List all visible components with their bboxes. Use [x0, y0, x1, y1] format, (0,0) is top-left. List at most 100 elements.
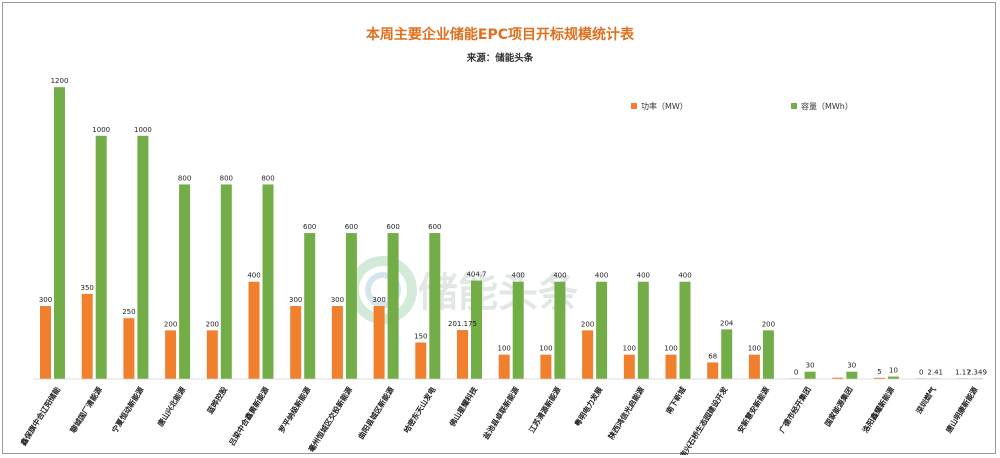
value-label-capacity-1: 1000: [92, 126, 110, 134]
bar-capacity-4: [220, 184, 232, 379]
value-label-capacity-16: 204: [720, 319, 734, 327]
value-label-capacity-20: 10: [889, 367, 898, 375]
bar-capacity-17: [762, 330, 774, 379]
value-label-power-5: 400: [247, 272, 260, 280]
value-label-capacity-11: 400: [512, 272, 525, 280]
bar-chart: 本周主要企业储能EPC项目开标规模统计表 来源：储能头条 储能头条 300120…: [17, 26, 987, 455]
bar-capacity-16: [721, 329, 733, 379]
bar-capacity-19: [846, 371, 858, 379]
category-label-18: 广德市经开集团: [776, 384, 813, 434]
bar-power-13: [582, 330, 594, 379]
bar-capacity-5: [262, 184, 274, 379]
value-label-capacity-15: 400: [678, 272, 691, 280]
category-label-5: 吕梁中合鑫黄新能源: [226, 384, 271, 447]
value-label-power-4: 200: [206, 320, 219, 328]
bar-power-2: [123, 318, 135, 379]
bar-power-0: [40, 306, 51, 379]
value-label-power-12: 100: [539, 345, 552, 353]
bar-capacity-2: [137, 135, 149, 379]
category-label-1: 聊城国厂清能源: [68, 384, 105, 434]
bar-power-6: [290, 306, 302, 379]
bar-capacity-8: [387, 233, 399, 379]
legend-label-capacity: 容量（MWh）: [801, 101, 853, 111]
value-label-capacity-8: 600: [386, 223, 399, 231]
bar-power-17: [748, 354, 760, 379]
category-label-12: 江苏清源新能源: [526, 384, 563, 434]
legend-item-capacity: 容量（MWh）: [791, 101, 853, 111]
bar-capacity-15: [679, 281, 691, 379]
value-label-capacity-12: 400: [553, 272, 566, 280]
category-label-3: 唐山兴北能源: [155, 384, 188, 428]
category-label-10: 佛山星耀科技: [446, 384, 479, 429]
bar-power-1: [81, 293, 93, 379]
value-label-capacity-17: 200: [762, 320, 775, 328]
category-label-21: 深圳燃气: [914, 384, 939, 415]
category-label-2: 宁夏恒动新能源: [109, 384, 146, 434]
category-label-11: 盐池县卓联新能源: [481, 384, 522, 441]
value-label-power-6: 300: [289, 296, 302, 304]
bar-power-12: [540, 354, 552, 379]
bar-power-8: [373, 306, 385, 379]
value-label-power-10: 201.175: [448, 320, 477, 328]
chart-subtitle: 来源：储能头条: [466, 52, 534, 64]
bar-power-4: [206, 330, 218, 379]
legend-label-power: 功率（MW）: [641, 101, 688, 111]
value-label-power-8: 300: [372, 296, 385, 304]
value-label-capacity-3: 800: [178, 174, 191, 182]
value-label-power-18: 0: [794, 368, 798, 376]
bar-labels: 3001200350100025010002008002008004008003…: [39, 77, 987, 376]
chart-title: 本周主要企业储能EPC项目开标规模统计表: [366, 26, 635, 43]
legend-swatch-capacity: [791, 103, 797, 109]
value-label-capacity-9: 600: [428, 223, 441, 231]
category-label-15: 南下新城: [663, 384, 688, 415]
bar-capacity-10: [471, 280, 482, 379]
bar-power-19: [832, 377, 844, 379]
value-label-power-15: 100: [664, 345, 677, 353]
category-label-9: 哈密东天山发电: [401, 384, 438, 434]
value-label-capacity-18: 30: [806, 362, 815, 370]
category-label-8: 曲阳县城区新能源: [356, 384, 397, 441]
bar-capacity-7: [345, 233, 357, 379]
bar-power-5: [248, 281, 260, 379]
value-label-capacity-13: 400: [595, 272, 608, 280]
category-label-7: 毫州恒城区交投新能源: [306, 384, 354, 453]
bar-capacity-3: [179, 184, 191, 379]
bar-capacity-9: [429, 233, 441, 379]
bar-capacity-18: [804, 371, 816, 379]
category-label-14: 陕西鸿信光启能源: [606, 384, 647, 441]
legend: 功率（MW） 容量（MWh）: [631, 101, 853, 111]
category-label-22: 唐山明康新能源: [943, 384, 980, 434]
category-label-19: 国家能源集团: [822, 384, 855, 428]
bar-power-20: [874, 377, 885, 379]
bar-capacity-6: [304, 233, 316, 379]
value-label-power-13: 200: [581, 320, 594, 328]
value-label-power-21: 0: [919, 368, 923, 376]
legend-item-power: 功率（MW）: [631, 101, 688, 111]
value-label-capacity-19: 30: [847, 362, 856, 370]
bar-power-14: [623, 354, 635, 379]
bar-capacity-12: [554, 281, 566, 379]
category-label-16: 南兴石桥生态园建设开发: [677, 384, 729, 455]
value-label-power-17: 100: [748, 345, 761, 353]
bar-capacity-14: [637, 281, 649, 379]
bar-power-11: [498, 354, 510, 379]
category-label-20: 洛阳鑫耀新能源: [860, 384, 897, 434]
bar-capacity-1: [95, 135, 107, 379]
value-label-power-20: 5: [877, 368, 881, 376]
bar-power-15: [665, 354, 677, 379]
category-label-13: 粤明电力发展: [572, 384, 605, 428]
value-label-capacity-7: 600: [345, 223, 358, 231]
bar-capacity-0: [54, 87, 65, 379]
bar-power-9: [415, 342, 427, 379]
bar-power-16: [707, 362, 719, 379]
bar-capacity-11: [512, 281, 524, 379]
value-label-power-3: 200: [164, 320, 177, 328]
category-label-0: 鑫保旗中合辽阳储能: [17, 384, 62, 448]
value-label-power-14: 100: [623, 345, 636, 353]
value-label-capacity-21: 2.41: [927, 368, 943, 376]
value-label-power-22: 1.17: [955, 368, 971, 376]
bar-capacity-13: [596, 281, 608, 379]
legend-swatch-power: [631, 103, 637, 109]
value-label-capacity-5: 800: [261, 174, 274, 182]
bar-power-7: [331, 306, 343, 379]
